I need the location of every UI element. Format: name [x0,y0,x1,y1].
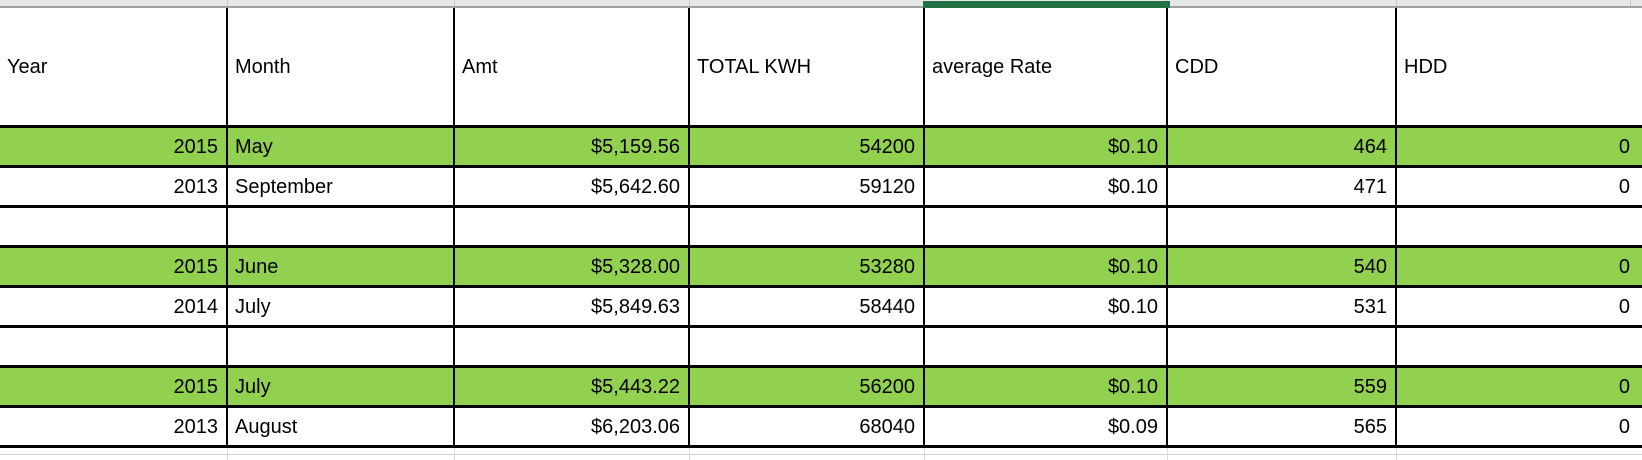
gridline [1630,0,1631,6]
cell[interactable]: 531 [1168,288,1397,325]
header-cell[interactable]: TOTAL KWH [690,8,925,125]
cell[interactable]: August [228,408,455,445]
cell[interactable]: July [228,288,455,325]
cell[interactable]: 2013 [0,168,228,205]
row-below-sliver [0,448,1642,460]
table-row: 2014 July $5,849.63 58440 $0.10 531 0 [0,288,1642,328]
cell[interactable]: $0.10 [925,248,1168,285]
cell[interactable] [690,208,925,245]
gridline [689,0,690,6]
cell[interactable]: $0.10 [925,128,1168,165]
table-row: 2015 June $5,328.00 53280 $0.10 540 0 [0,248,1642,288]
gridline [227,0,228,6]
table: Year Month Amt TOTAL KWH average Rate CDD HDD 2… [0,8,1642,448]
table-row: 2013 September $5,642.60 59120 $0.10 471 0 [0,168,1642,208]
selected-cell-border [923,1,1170,8]
cell[interactable]: $0.10 [925,288,1168,325]
table-row: 2015 July $5,443.22 56200 $0.10 559 0 [0,368,1642,408]
cell[interactable]: 2015 [0,368,228,405]
gridline [0,454,1642,455]
cell[interactable]: 59120 [690,168,925,205]
cell[interactable]: 0 [1618,295,1630,318]
cell[interactable]: 2014 [0,288,228,325]
cell[interactable] [228,328,455,365]
cell[interactable]: $5,328.00 [455,248,690,285]
cell[interactable] [925,328,1168,365]
table-row: 2015 May $5,159.56 54200 $0.10 464 0 [0,128,1642,168]
gridline [454,0,455,6]
header-cell[interactable]: Amt [455,8,690,125]
cell[interactable] [0,208,228,245]
cell[interactable] [925,208,1168,245]
cell[interactable] [228,208,455,245]
cell[interactable] [0,328,228,365]
cell[interactable]: June [228,248,455,285]
cell[interactable] [455,328,690,365]
cell[interactable]: $5,159.56 [455,128,690,165]
cell[interactable] [690,328,925,365]
cell[interactable]: 2015 [0,128,228,165]
cell[interactable]: 53280 [690,248,925,285]
cell[interactable]: 54200 [690,128,925,165]
cell[interactable]: 56200 [690,368,925,405]
cell[interactable]: September [228,168,455,205]
gridline [1396,0,1397,6]
cell[interactable]: 559 [1168,368,1397,405]
gridline [1167,448,1168,460]
header-cell[interactable]: HDD [1404,55,1448,78]
cell[interactable]: 0 [1618,175,1630,198]
cell[interactable]: 58440 [690,288,925,325]
cell[interactable]: $0.09 [925,408,1168,445]
cell[interactable] [1397,208,1642,245]
table-row [0,328,1642,368]
header-cell[interactable]: average Rate [925,8,1168,125]
cell[interactable] [455,208,690,245]
cell[interactable]: 0 [1397,128,1642,165]
cell[interactable]: 0 [1618,415,1630,438]
cell[interactable]: $0.10 [925,368,1168,405]
gridline [227,448,228,460]
cell[interactable]: July [228,368,455,405]
cell[interactable]: $5,849.63 [455,288,690,325]
cell[interactable]: $6,203.06 [455,408,690,445]
header-row: Year Month Amt TOTAL KWH average Rate CDD HDD [0,8,1642,128]
gridline [1396,448,1397,460]
header-cell[interactable]: CDD [1168,8,1397,125]
cell[interactable]: 2015 [0,248,228,285]
cell[interactable]: 471 [1168,168,1397,205]
cell[interactable]: 0 [1397,248,1642,285]
table-row [0,208,1642,248]
header-cell[interactable]: Year [0,8,228,125]
gridline [924,448,925,460]
header-cell[interactable]: Month [228,8,455,125]
cell[interactable]: May [228,128,455,165]
cell[interactable]: $5,443.22 [455,368,690,405]
cell[interactable]: 565 [1168,408,1397,445]
cell[interactable] [1168,328,1397,365]
table-row: 2013 August $6,203.06 68040 $0.09 565 0 [0,408,1642,448]
cell[interactable]: 0 [1397,368,1642,405]
gridline [689,448,690,460]
cell[interactable]: 540 [1168,248,1397,285]
cell[interactable] [1168,208,1397,245]
cell[interactable]: $0.10 [925,168,1168,205]
cell[interactable]: 2013 [0,408,228,445]
cell[interactable]: $5,642.60 [455,168,690,205]
cell[interactable]: 68040 [690,408,925,445]
cell[interactable] [1397,328,1642,365]
row-above-sliver [0,0,1642,8]
cell[interactable]: 464 [1168,128,1397,165]
gridline [454,448,455,460]
